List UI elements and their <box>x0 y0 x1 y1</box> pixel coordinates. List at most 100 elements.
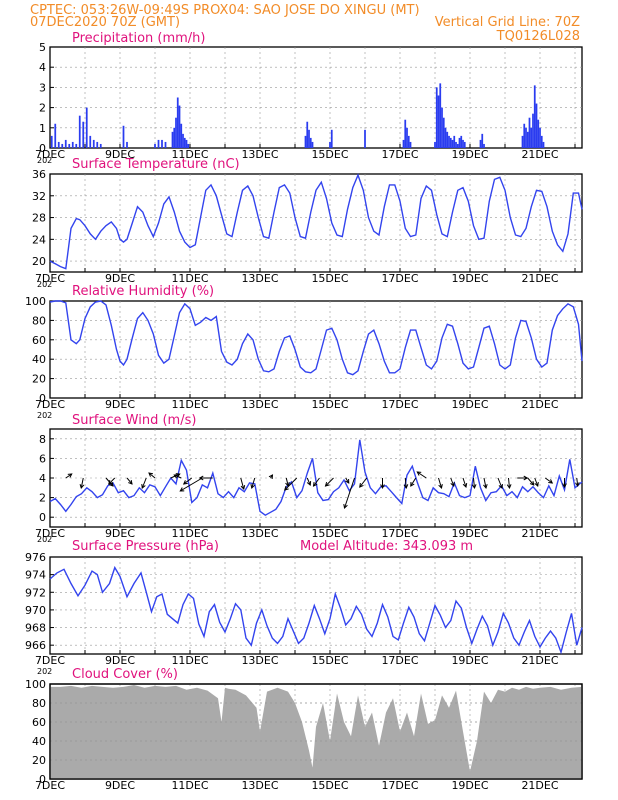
humidity-line <box>49 300 583 376</box>
y-tick-label: 40 <box>32 353 46 366</box>
wind-arrow-shaft <box>527 477 535 486</box>
y-tick-label: 60 <box>32 716 46 729</box>
wind-arrow-head <box>471 484 477 490</box>
x-tick-label: 11DEC <box>171 272 208 285</box>
wind-arrow-shaft <box>65 473 73 479</box>
panel-cloud-cover: Cloud Cover (%) 0 20 40 60 80 100 7DEC 9DEC 11DE… <box>25 667 583 792</box>
wind-plot: 0 2 4 6 8 7DEC 9DEC 11DEC 13DEC 15DEC 17DEC 19DEC 21… <box>35 428 583 540</box>
wind-arrow-head <box>359 482 364 488</box>
y-tick-label: 976 <box>25 551 46 564</box>
precipitation-bar <box>68 143 71 148</box>
panel-wind: Surface Wind (m/s) 0 2 4 6 8 7DEC 9DEC 11DEC 13D… <box>35 413 583 544</box>
x-tick-label: 21DEC <box>521 654 558 667</box>
precipitation-bar <box>126 141 128 148</box>
precipitation-bar <box>89 135 92 148</box>
wind-arrow-shaft <box>251 477 256 489</box>
wind-arrow-head <box>268 474 274 480</box>
y-tick-label: 80 <box>32 697 46 710</box>
wind-arrow-head <box>306 480 312 486</box>
precipitation-bar <box>402 139 405 148</box>
precipitation-bar <box>406 127 408 148</box>
precipitation-bar <box>164 141 167 148</box>
y-tick-label: 28 <box>32 212 46 225</box>
precipitation-bar <box>542 141 545 148</box>
panel-humidity: Relative Humidity (%) 0 20 40 60 80 100 7DEC 9D… <box>25 284 583 420</box>
precipitation-bar <box>460 135 463 148</box>
wind-arrow-head <box>182 480 188 485</box>
x-tick-label: 19DEC <box>451 779 488 792</box>
x-tick-label: 19DEC <box>451 654 488 667</box>
precipitation-bar <box>525 127 527 148</box>
y-tick-label: 4 <box>39 61 46 74</box>
x-tick-label: 21DEC <box>521 272 558 285</box>
y-tick-label: 8 <box>39 433 46 446</box>
wind-arrow-head <box>416 471 422 476</box>
precipitation-bar <box>539 127 541 148</box>
wind-arrow-shaft <box>80 477 84 489</box>
precipitation-bar <box>437 95 440 148</box>
x-tick-label: 15DEC <box>311 272 348 285</box>
truncated-year-label: 202 <box>37 667 52 676</box>
y-tick-label: 80 <box>32 314 46 327</box>
y-tick-label: 970 <box>25 604 46 617</box>
precipitation-bar <box>479 139 482 148</box>
precipitation-bar <box>537 119 540 148</box>
wind-arrow-head <box>179 487 185 492</box>
precipitation-bar <box>439 83 442 148</box>
y-tick-label: 24 <box>32 233 46 246</box>
wind-arrow-head <box>173 474 179 479</box>
x-tick-label: 13DEC <box>241 527 278 540</box>
wind-arrow-shaft <box>462 477 467 488</box>
precipitation-bar <box>462 139 464 148</box>
y-tick-label: 20 <box>32 754 46 767</box>
pressure-line <box>49 565 583 655</box>
wind-arrow-shaft <box>410 477 417 487</box>
cloud-cover-area <box>50 685 582 779</box>
pressure-title: Surface Pressure (hPa) <box>72 539 219 554</box>
model-altitude-label: Model Altitude: 343.093 m <box>300 539 473 554</box>
precipitation-bar <box>85 107 88 148</box>
x-tick-label: 11DEC <box>171 398 208 411</box>
x-tick-label: 11DEC <box>171 148 208 161</box>
y-tick-label: 968 <box>25 622 46 635</box>
precipitation-bar <box>75 143 78 148</box>
precipitation-bar <box>78 115 81 148</box>
wind-arrow-head <box>284 486 289 491</box>
precipitation-bar <box>449 137 452 148</box>
wind-arrow-head <box>380 484 385 490</box>
x-tick-label: 19DEC <box>451 272 488 285</box>
plot-frame <box>49 556 583 655</box>
wind-arrow-head <box>462 482 468 488</box>
truncated-year-label: 202 <box>37 535 52 544</box>
y-tick-label: 36 <box>32 168 46 181</box>
wind-arrow-shaft <box>148 472 156 479</box>
precipitation-bar <box>154 143 156 148</box>
y-tick-label: 972 <box>25 586 46 599</box>
precipitation-bar <box>463 141 466 148</box>
precipitation-bar <box>458 137 461 148</box>
wind-arrow-shaft <box>284 477 298 491</box>
x-tick-label: 15DEC <box>311 654 348 667</box>
wind-arrow-head <box>148 472 154 477</box>
x-tick-label: 9DEC <box>105 654 135 667</box>
wind-arrow-shaft <box>576 477 579 487</box>
plot-frame <box>49 300 583 399</box>
precipitation-bar <box>71 141 74 148</box>
x-tick-label: 7DEC <box>35 527 65 540</box>
wind-arrow-head <box>506 484 512 490</box>
precipitation-bar <box>483 143 485 148</box>
wind-arrow-shaft <box>450 477 455 487</box>
precipitation-bar <box>171 131 174 148</box>
humidity-plot: 0 20 40 60 80 100 7DEC 9DEC 11DEC 13DEC 15DEC 17DEC… <box>25 295 583 411</box>
precipitation-bar <box>122 125 125 148</box>
wind-arrow-shaft <box>508 477 510 489</box>
precipitation-bar <box>530 127 533 148</box>
x-tick-label: 21DEC <box>521 148 558 161</box>
plot-frame <box>49 173 583 273</box>
wind-arrow-head <box>250 483 255 489</box>
precipitation-bar <box>435 87 438 148</box>
x-tick-label: 9DEC <box>105 148 135 161</box>
wind-arrow-shaft <box>534 477 539 487</box>
wind-arrow-shaft <box>313 477 320 487</box>
x-tick-label: 17DEC <box>381 779 418 792</box>
